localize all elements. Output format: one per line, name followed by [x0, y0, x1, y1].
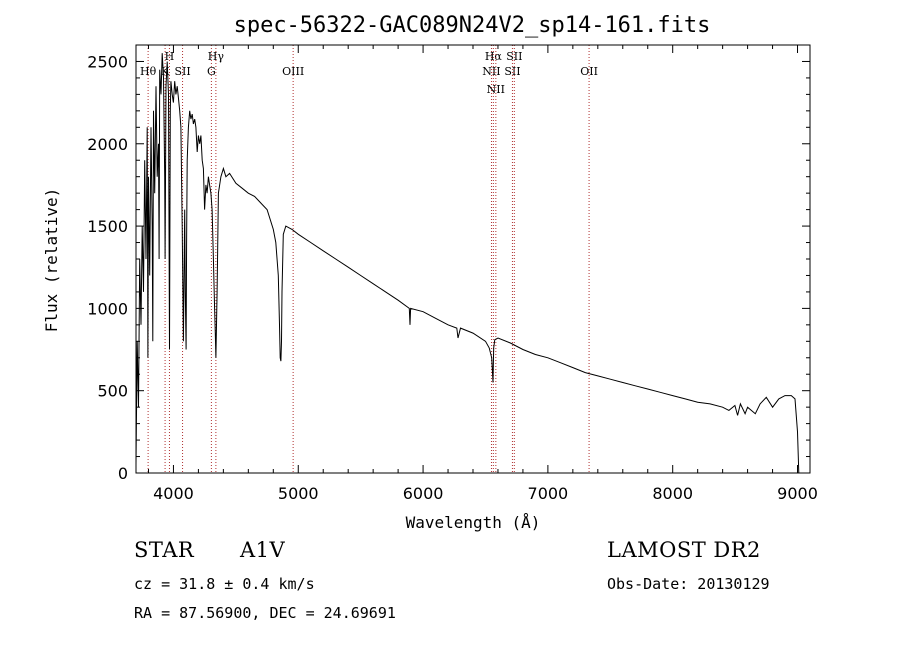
- marker-label: Hθ: [140, 65, 157, 78]
- marker-label: SII: [504, 65, 520, 78]
- x-tick-label: 8000: [652, 484, 693, 503]
- redshift-velocity: cz = 31.8 ± 0.4 km/s: [134, 575, 315, 593]
- spectral-subclass: A1V: [240, 538, 286, 562]
- marker-label: Hγ: [208, 50, 225, 63]
- marker-label: G: [207, 65, 216, 78]
- y-tick-label: 500: [97, 382, 128, 401]
- spectrum-series: [135, 53, 800, 474]
- marker-label: K: [161, 65, 170, 78]
- x-tick-label: 7000: [528, 484, 569, 503]
- observation-date: Obs-Date: 20130129: [607, 575, 770, 593]
- y-axis-label: Flux (relative): [42, 188, 61, 333]
- chart-title: spec-56322-GAC089N24V2_sp14-161.fits: [234, 13, 711, 38]
- spectral-line-markers: Hθ KH SII G Hγ OIII NII Hα NII SII SII OII: [140, 45, 598, 473]
- y-tick-label: 1000: [87, 299, 128, 318]
- y-tick-label: 0: [118, 464, 128, 483]
- x-axis-ticks: 4000 5000 6000 7000 8000 9000: [147, 45, 818, 503]
- marker-label: SII: [174, 65, 190, 78]
- x-tick-label: 5000: [278, 484, 319, 503]
- y-axis-ticks: 0 500 1000 1500 2000 2500: [87, 44, 810, 483]
- x-tick-label: 9000: [777, 484, 818, 503]
- y-tick-label: 2000: [87, 135, 128, 154]
- plot-frame: [135, 44, 811, 474]
- marker-label: OIII: [282, 65, 304, 78]
- x-axis-label: Wavelength (Å): [406, 513, 541, 532]
- y-tick-label: 1500: [87, 217, 128, 236]
- marker-label: Hα: [485, 50, 503, 63]
- x-tick-label: 6000: [403, 484, 444, 503]
- coordinates: RA = 87.56900, DEC = 24.69691: [134, 604, 396, 622]
- marker-label: H: [165, 50, 175, 63]
- x-tick-label: 4000: [153, 484, 194, 503]
- marker-label: NII: [487, 83, 505, 96]
- survey-name: LAMOST DR2: [607, 538, 761, 562]
- y-tick-label: 2500: [87, 52, 128, 71]
- object-class: STAR: [134, 538, 195, 562]
- spectrum-line: [135, 53, 800, 474]
- marker-label: NII: [482, 65, 500, 78]
- marker-label: OII: [580, 65, 598, 78]
- marker-label: SII: [506, 50, 522, 63]
